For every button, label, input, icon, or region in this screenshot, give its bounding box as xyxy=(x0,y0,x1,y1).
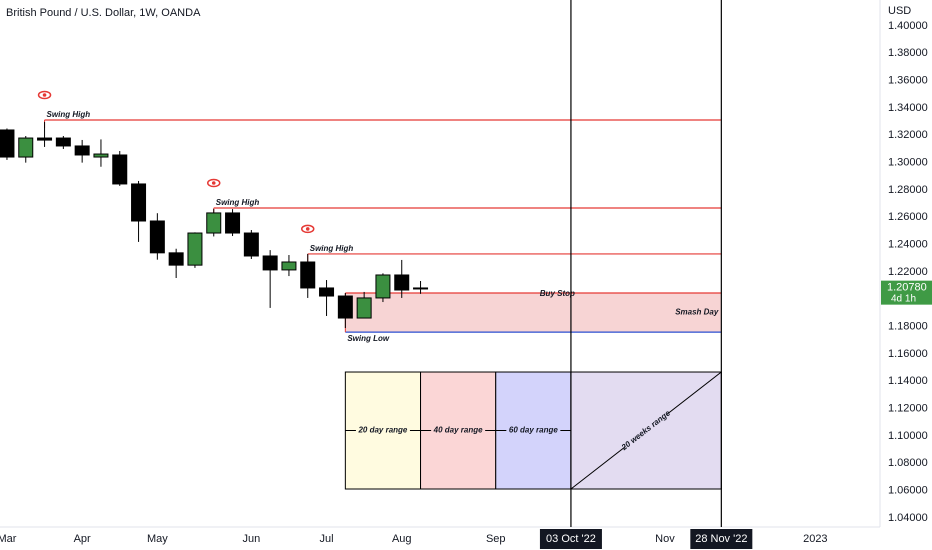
x-tick-label: 2023 xyxy=(803,533,827,545)
y-tick-label: 1.30000 xyxy=(888,157,928,169)
y-tick-label: 1.24000 xyxy=(888,239,928,251)
x-tick-label: Mar xyxy=(0,533,17,545)
y-tick-label: 1.06000 xyxy=(888,485,928,497)
y-tick-label: 1.14000 xyxy=(888,375,928,387)
smash-zone xyxy=(345,293,722,333)
y-tick-label: 1.10000 xyxy=(888,430,928,442)
label-bg xyxy=(355,424,410,437)
y-tick-label: 1.22000 xyxy=(888,266,928,278)
y-tick-label: 1.28000 xyxy=(888,184,928,196)
countdown-label: 4d 1h xyxy=(891,293,916,304)
swing-high-label: Swing High xyxy=(47,110,91,119)
x-tick-label: Jun xyxy=(242,533,260,545)
range-label: 60 day range xyxy=(509,426,558,435)
label-bg xyxy=(621,409,671,452)
y-tick-label: 1.04000 xyxy=(888,512,928,524)
y-tick-label: 1.16000 xyxy=(888,348,928,360)
x-tick-label: Jul xyxy=(320,533,334,545)
candle-body xyxy=(93,153,109,158)
last-price-label: 1.20780 xyxy=(887,282,927,294)
range-label: 20 day range xyxy=(357,426,407,435)
swing-high-label: Swing High xyxy=(310,244,354,253)
candle-body xyxy=(74,145,90,156)
y-tick-label: 1.34000 xyxy=(888,102,928,114)
range-label: 40 day range xyxy=(433,426,483,435)
candle-body xyxy=(18,137,34,158)
candle-body xyxy=(356,297,372,319)
buy-stop-label: Buy Stop xyxy=(540,289,575,298)
swing-high-label: Swing High xyxy=(216,198,260,207)
candle-body xyxy=(394,274,410,291)
eye-pupil xyxy=(42,93,47,97)
label-bg xyxy=(431,424,486,437)
candle-body xyxy=(0,129,15,158)
candle-body xyxy=(300,261,316,289)
time-highlight-label: 03 Oct '22 xyxy=(546,533,596,545)
chart-title: British Pound / U.S. Dollar, 1W, OANDA xyxy=(6,7,201,19)
candle-body xyxy=(413,287,429,290)
x-tick-label: Apr xyxy=(74,533,91,545)
label-bg xyxy=(506,424,561,437)
x-tick-label: Aug xyxy=(392,533,412,545)
candle-body xyxy=(131,183,147,222)
time-highlight xyxy=(539,529,602,549)
zone-label: Smash Day xyxy=(675,308,719,317)
time-highlight-label: 28 Nov '22 xyxy=(695,533,747,545)
candle-body xyxy=(168,252,184,266)
candle-body xyxy=(319,287,335,297)
candle-body xyxy=(112,154,128,185)
candle-body xyxy=(55,137,71,147)
candle-body xyxy=(243,232,259,257)
last-price-box xyxy=(881,280,932,305)
candle-body xyxy=(337,295,353,319)
candle-body xyxy=(375,274,391,299)
x-tick-label: Nov xyxy=(655,533,675,545)
y-tick-label: 1.40000 xyxy=(888,20,928,32)
eye-pupil xyxy=(305,227,310,231)
swing-low-label: Swing Low xyxy=(347,334,390,343)
candle-body xyxy=(187,232,203,266)
y-tick-label: 1.12000 xyxy=(888,403,928,415)
y-tick-label: 1.08000 xyxy=(888,457,928,469)
candle-body xyxy=(225,212,241,234)
time-highlight xyxy=(690,529,753,549)
y-tick-label: 1.32000 xyxy=(888,129,928,141)
x-tick-label: May xyxy=(147,533,168,545)
y-tick-label: 1.36000 xyxy=(888,75,928,87)
candle-body xyxy=(206,212,222,234)
x-tick-label: Sep xyxy=(486,533,506,545)
currency: USD xyxy=(888,5,911,17)
candle-body xyxy=(281,261,297,271)
eye-pupil xyxy=(211,181,216,185)
candle-body xyxy=(149,220,165,254)
y-tick-label: 1.26000 xyxy=(888,211,928,223)
y-tick-label: 1.18000 xyxy=(888,321,928,333)
candle-body xyxy=(262,255,278,271)
candle-body xyxy=(37,137,53,141)
y-tick-label: 1.38000 xyxy=(888,47,928,59)
